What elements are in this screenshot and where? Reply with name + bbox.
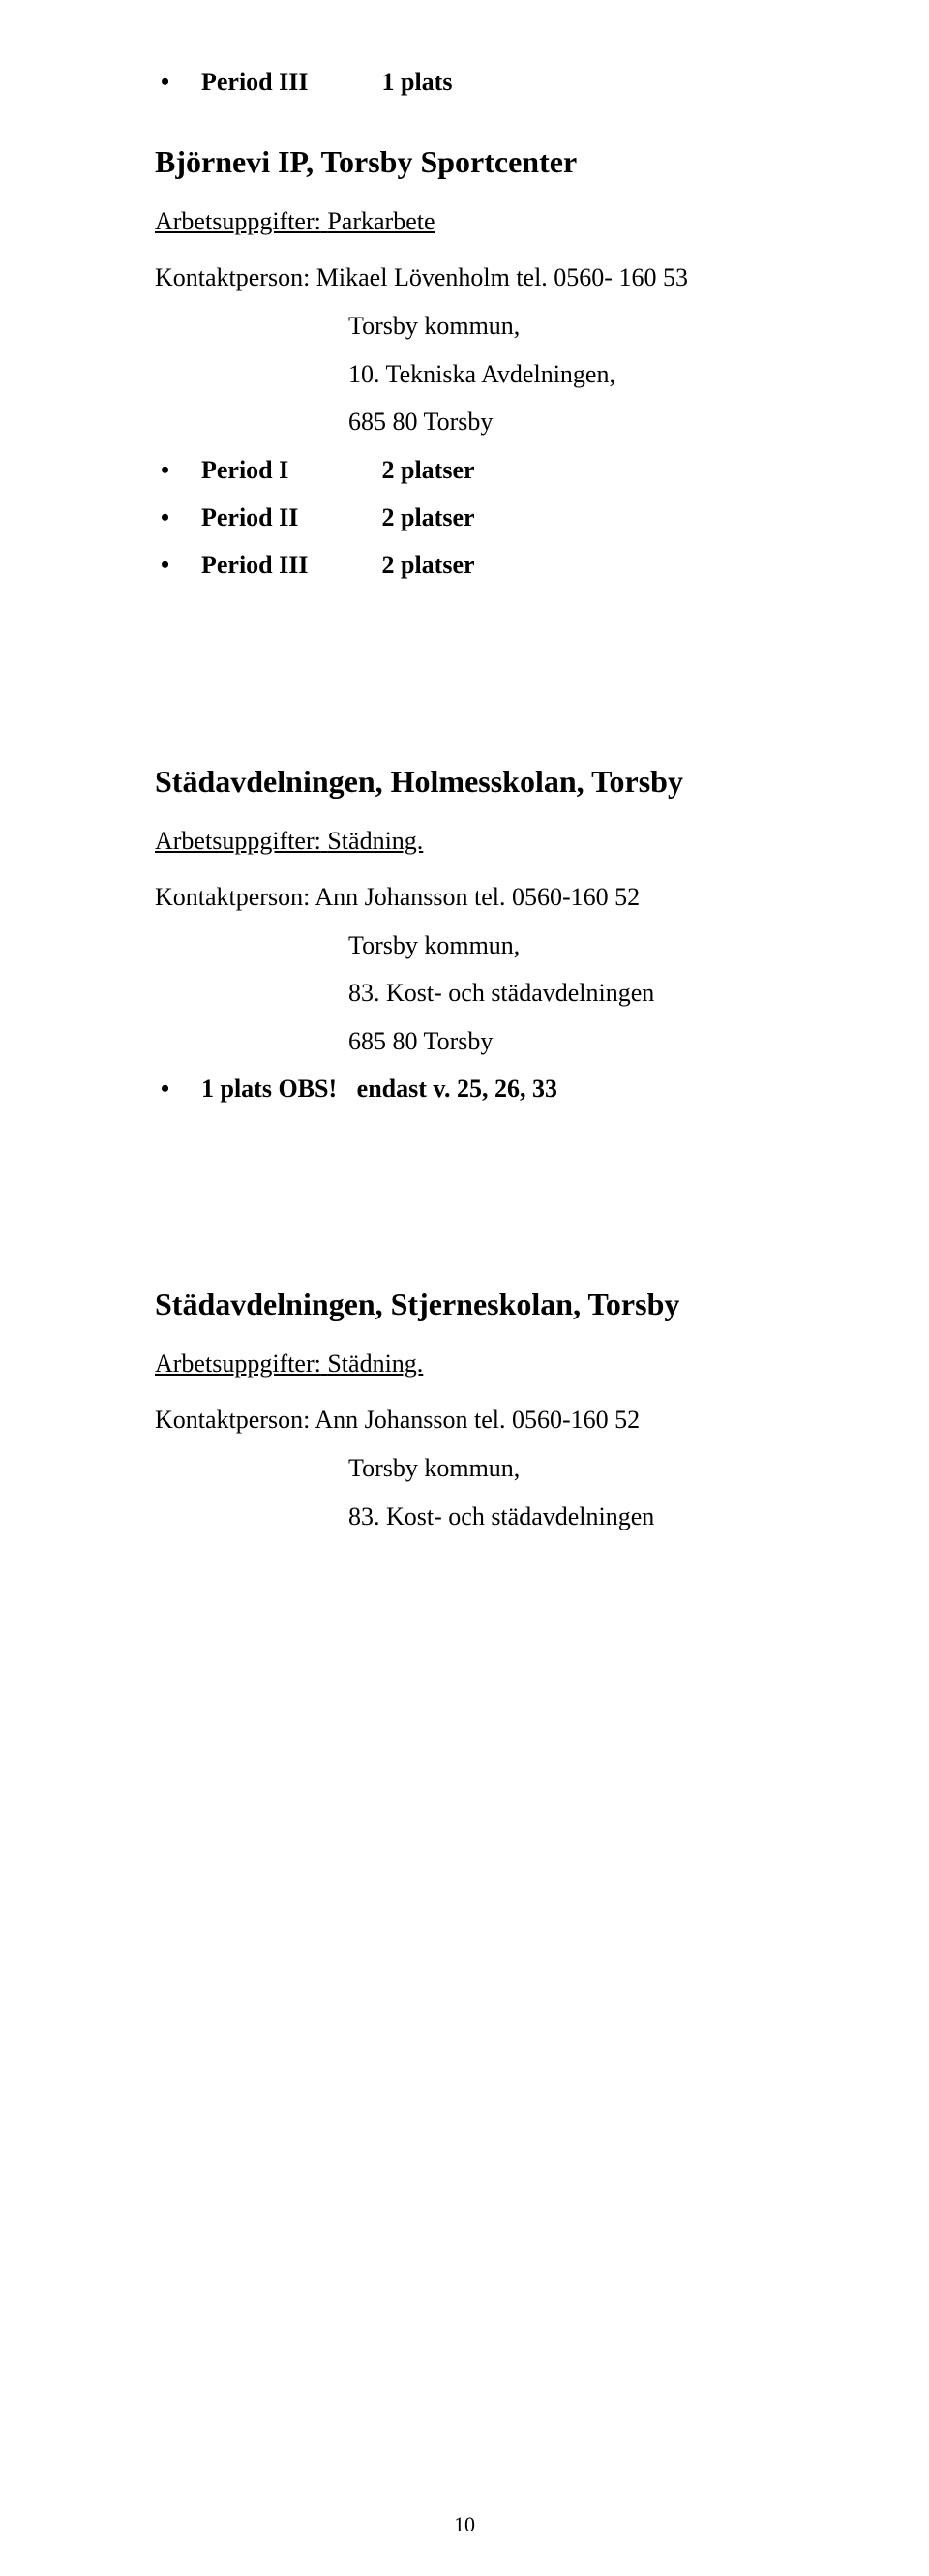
period-label: Period II — [201, 494, 375, 541]
period-row: Period I 2 platser — [155, 446, 813, 494]
period-row: Period III 1 plats — [155, 58, 813, 106]
section-title-stjerneskolan: Städavdelningen, Stjerneskolan, Torsby — [155, 1287, 813, 1322]
period-row: Period II 2 platser — [155, 494, 813, 541]
section-title-holmesskolan: Städavdelningen, Holmesskolan, Torsby — [155, 764, 813, 800]
contact-line: Kontaktperson: Ann Johansson tel. 0560-1… — [155, 883, 813, 912]
task-line: Arbetsuppgifter: Städning. — [155, 1349, 813, 1379]
section-title-bjornevi: Björnevi IP, Torsby Sportcenter — [155, 144, 813, 180]
address-line: 685 80 Torsby — [348, 1017, 813, 1065]
task-value: Parkarbete — [327, 207, 435, 235]
task-value: Städning. — [327, 827, 423, 855]
task-line: Arbetsuppgifter: Parkarbete — [155, 207, 813, 236]
address-line: 10. Tekniska Avdelningen, — [348, 350, 813, 398]
period-label: Period III — [201, 541, 375, 589]
period-label: Period III — [201, 58, 375, 106]
address-block: Torsby kommun, 10. Tekniska Avdelningen,… — [348, 302, 813, 445]
address-block: Torsby kommun, 83. Kost- och städavdelni… — [348, 922, 813, 1065]
address-line: 685 80 Torsby — [348, 398, 813, 445]
period-row: Period III 2 platser — [155, 541, 813, 589]
period-slots: 2 platser — [382, 503, 475, 531]
task-label: Arbetsuppgifter: — [155, 1349, 321, 1378]
task-label: Arbetsuppgifter: — [155, 827, 321, 855]
contact-line: Kontaktperson: Mikael Lövenholm tel. 056… — [155, 263, 813, 292]
page: Period III 1 plats Björnevi IP, Torsby S… — [0, 0, 929, 2576]
address-line: Torsby kommun, — [348, 1444, 813, 1492]
task-label: Arbetsuppgifter: — [155, 207, 321, 235]
period-list: Period I 2 platser Period II 2 platser P… — [155, 446, 813, 590]
task-value: Städning. — [327, 1349, 423, 1378]
address-line: Torsby kommun, — [348, 922, 813, 969]
period-list: 1 plats OBS! endast v. 25, 26, 33 — [155, 1065, 813, 1112]
spacer — [155, 1151, 813, 1228]
address-block: Torsby kommun, 83. Kost- och städavdelni… — [348, 1444, 813, 1540]
task-line: Arbetsuppgifter: Städning. — [155, 827, 813, 856]
page-number: 10 — [0, 2512, 929, 2537]
period-label: 1 plats OBS! — [201, 1075, 337, 1103]
address-line: 83. Kost- och städavdelningen — [348, 969, 813, 1016]
contact-line: Kontaktperson: Ann Johansson tel. 0560-1… — [155, 1406, 813, 1435]
period-row: 1 plats OBS! endast v. 25, 26, 33 — [155, 1065, 813, 1112]
period-slots: 2 platser — [382, 551, 475, 579]
period-label: Period I — [201, 446, 375, 494]
spacer — [155, 628, 813, 706]
address-line: Torsby kommun, — [348, 302, 813, 349]
period-slots: 2 platser — [382, 456, 475, 484]
period-slots: 1 plats — [382, 68, 453, 96]
address-line: 83. Kost- och städavdelningen — [348, 1493, 813, 1540]
period-slots: endast v. 25, 26, 33 — [357, 1075, 557, 1103]
top-period-list: Period III 1 plats — [155, 58, 813, 106]
